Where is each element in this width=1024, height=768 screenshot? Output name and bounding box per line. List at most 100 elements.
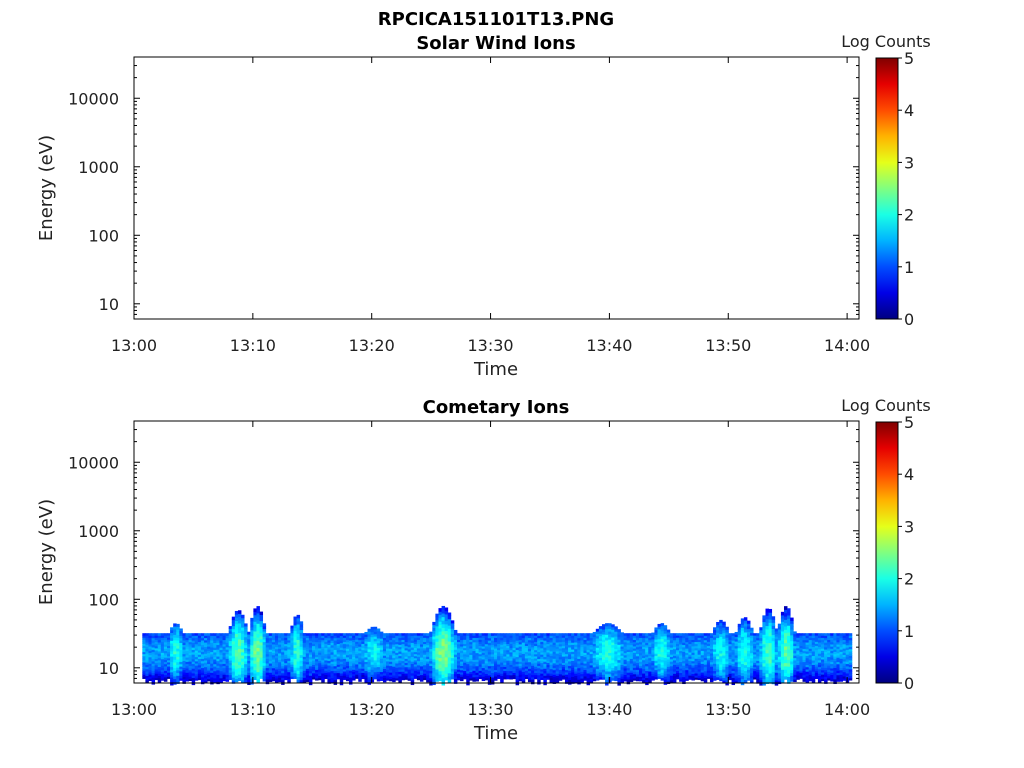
heatmap-cell: [262, 628, 267, 632]
heatmap-cell: [237, 671, 242, 675]
heatmap-cell: [524, 653, 529, 657]
heatmap-cell: [709, 664, 714, 667]
heatmap-cell: [475, 659, 479, 662]
heatmap-cell: [237, 651, 242, 656]
heatmap-cell: [352, 667, 356, 670]
heatmap-cell: [611, 657, 615, 661]
heatmap-cell: [404, 677, 409, 680]
heatmap-cell: [568, 640, 572, 643]
heatmap-cell: [697, 645, 702, 649]
heatmap-cell: [386, 639, 390, 643]
heatmap-cell: [447, 672, 452, 677]
heatmap-cell: [540, 673, 544, 676]
heatmap-cell: [237, 613, 242, 618]
heatmap-cell: [219, 637, 223, 641]
heatmap-cell: [697, 654, 702, 657]
heatmap-cell: [478, 639, 483, 642]
heatmap-cell: [784, 612, 788, 617]
heatmap-cell: [179, 661, 183, 665]
heatmap-cell: [265, 637, 270, 641]
heatmap-cell: [660, 675, 665, 679]
heatmap-cell: [645, 677, 649, 681]
heatmap-cell: [774, 656, 779, 660]
heatmap-cell: [419, 661, 424, 665]
heatmap-cell: [561, 666, 566, 670]
heatmap-cell: [595, 654, 600, 658]
heatmap-cell: [814, 660, 819, 663]
heatmap-cell: [447, 637, 452, 642]
heatmap-cell: [574, 653, 578, 656]
heatmap-cell: [410, 633, 415, 636]
heatmap-cell: [756, 651, 760, 655]
heatmap-cell: [780, 615, 785, 619]
heatmap-cell: [524, 657, 529, 661]
heatmap-cell: [207, 639, 211, 643]
heatmap-cell: [302, 675, 307, 678]
heatmap-cell: [342, 641, 347, 645]
heatmap-cell: [463, 635, 467, 638]
heatmap-cell: [669, 668, 674, 672]
heatmap-cell: [163, 650, 168, 654]
heatmap-cell: [484, 662, 489, 666]
heatmap-cell: [444, 663, 449, 668]
heatmap-cell: [386, 654, 390, 658]
heatmap-cell: [546, 639, 550, 642]
heatmap-cell: [688, 647, 692, 651]
heatmap-cell: [580, 651, 584, 654]
heatmap-cell: [308, 682, 313, 686]
heatmap-cell: [682, 665, 686, 668]
heatmap-cell: [595, 673, 600, 676]
heatmap-cell: [811, 651, 816, 654]
heatmap-cell: [475, 663, 479, 667]
heatmap-cell: [527, 675, 532, 678]
heatmap-cell: [722, 658, 726, 662]
heatmap-cell: [207, 659, 211, 662]
heatmap-cell: [639, 663, 643, 667]
heatmap-cell: [268, 676, 273, 680]
heatmap-cell: [814, 653, 819, 657]
heatmap-cell: [645, 642, 649, 646]
heatmap-cell: [157, 653, 162, 656]
heatmap-cell: [376, 654, 381, 658]
heatmap-cell: [154, 652, 159, 655]
heatmap-cell: [194, 671, 199, 675]
x-tick-label: 13:50: [705, 336, 751, 355]
heatmap-cell: [401, 660, 405, 664]
heatmap-cell: [204, 678, 208, 681]
heatmap-cell: [318, 673, 322, 676]
heatmap-cell: [672, 671, 677, 674]
heatmap-cell: [768, 629, 773, 633]
heatmap-cell: [709, 646, 714, 650]
heatmap-cell: [691, 650, 695, 653]
heatmap-cell: [759, 635, 763, 639]
heatmap-cell: [188, 674, 193, 677]
heatmap-cell: [777, 672, 782, 676]
heatmap-cell: [537, 649, 541, 653]
heatmap-cell: [308, 680, 313, 683]
heatmap-cell: [311, 652, 316, 655]
heatmap-cell: [438, 674, 442, 678]
heatmap-cell: [447, 660, 452, 664]
heatmap-cell: [719, 661, 723, 665]
heatmap-cell: [429, 643, 433, 647]
heatmap-cell: [237, 655, 242, 659]
heatmap-cell: [756, 669, 760, 673]
heatmap-cell: [154, 662, 159, 666]
heatmap-cell: [574, 680, 578, 683]
heatmap-cell: [216, 640, 220, 643]
heatmap-cell: [222, 674, 227, 677]
heatmap-cell: [364, 645, 368, 649]
heatmap-cell: [691, 635, 695, 638]
heatmap-cell: [151, 677, 156, 680]
heatmap-cell: [290, 676, 294, 680]
heatmap-cell: [592, 657, 597, 661]
heatmap-cell: [410, 647, 415, 650]
heatmap-cell: [441, 652, 446, 657]
heatmap-cell: [416, 652, 421, 655]
heatmap-cell: [802, 644, 806, 647]
heatmap-cell: [512, 668, 516, 671]
heatmap-cell: [358, 661, 362, 665]
heatmap-cell: [438, 670, 442, 675]
heatmap-cell: [345, 676, 350, 680]
heatmap-cell: [635, 674, 640, 677]
